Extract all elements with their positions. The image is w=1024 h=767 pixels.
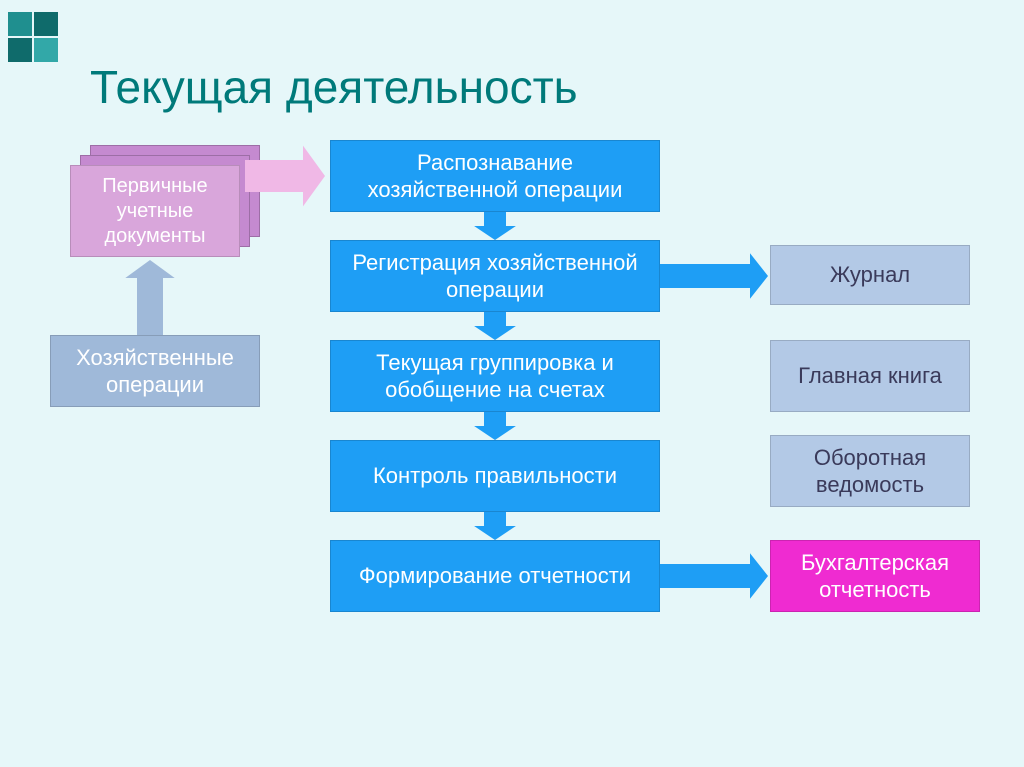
box-step1-label: Распознавание хозяйственной операции bbox=[339, 149, 651, 204]
box-out-ledger: Главная книга bbox=[770, 340, 970, 412]
box-econ-ops: Хозяйственные операции bbox=[50, 335, 260, 407]
box-step5-label: Формирование отчетности bbox=[359, 562, 631, 590]
page-title: Текущая деятельность bbox=[90, 60, 578, 114]
box-out-journal: Журнал bbox=[770, 245, 970, 305]
box-out-turnover: Оборотная ведомость bbox=[770, 435, 970, 507]
box-econ-ops-label: Хозяйственные операции bbox=[59, 344, 251, 399]
deco-sq-3 bbox=[34, 38, 58, 62]
box-step4: Контроль правильности bbox=[330, 440, 660, 512]
box-out-turnover-label: Оборотная ведомость bbox=[779, 444, 961, 499]
box-step2-label: Регистрация хозяйственной операции bbox=[339, 249, 651, 304]
box-step1: Распознавание хозяйственной операции bbox=[330, 140, 660, 212]
box-out-ledger-label: Главная книга bbox=[798, 362, 942, 390]
deco-sq-2 bbox=[8, 38, 32, 62]
box-out-journal-label: Журнал bbox=[830, 261, 910, 289]
box-step5: Формирование отчетности bbox=[330, 540, 660, 612]
deco-sq-1 bbox=[34, 12, 58, 36]
box-step3-label: Текущая группировка и обобщение на счета… bbox=[339, 349, 651, 404]
box-step4-label: Контроль правильности bbox=[373, 462, 617, 490]
deco-sq-0 bbox=[8, 12, 32, 36]
box-primary-docs-label: Первичные учетные документы bbox=[79, 174, 231, 249]
box-primary-docs: Первичные учетные документы bbox=[70, 165, 240, 257]
box-out-report-label: Бухгалтерская отчетность bbox=[779, 549, 971, 604]
box-step3: Текущая группировка и обобщение на счета… bbox=[330, 340, 660, 412]
box-step2: Регистрация хозяйственной операции bbox=[330, 240, 660, 312]
box-out-report: Бухгалтерская отчетность bbox=[770, 540, 980, 612]
